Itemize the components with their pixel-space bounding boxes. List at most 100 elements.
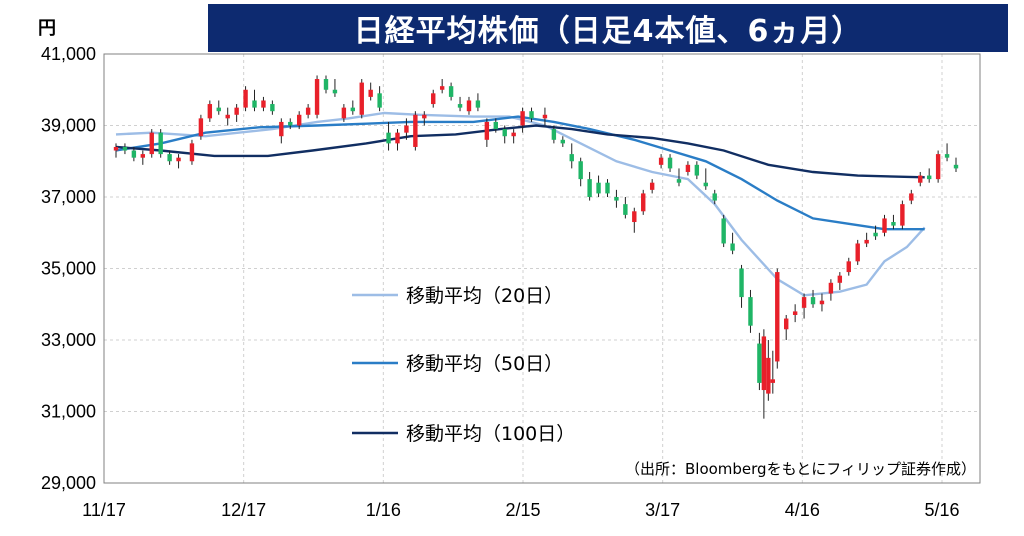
candle-body	[846, 261, 851, 273]
candle-body	[395, 132, 400, 144]
candlesticks	[113, 75, 959, 419]
candle-body	[891, 222, 896, 226]
candle-body	[569, 154, 574, 162]
candle-body	[926, 175, 932, 180]
legend-label-3: 移動平均（100日）	[406, 423, 575, 445]
candle-body	[614, 197, 619, 201]
candle-body	[439, 86, 445, 90]
x-tick-label: 2/15	[505, 500, 540, 520]
candle-body	[739, 268, 744, 298]
candle-body	[149, 132, 154, 155]
x-tick-label: 5/16	[924, 500, 959, 520]
candle-body	[578, 161, 583, 180]
candle-body	[757, 343, 762, 383]
candle-body	[873, 232, 878, 237]
candle-body	[676, 179, 682, 183]
candle-body	[542, 114, 548, 119]
candle-body	[623, 204, 628, 215]
series-line-2	[115, 115, 925, 231]
candle-body	[658, 157, 664, 165]
candle-body	[551, 129, 557, 140]
y-tick-label: 39,000	[41, 116, 96, 136]
candle-body	[448, 86, 454, 97]
candle-body	[234, 107, 239, 115]
candle-body	[784, 318, 789, 330]
candle-body	[712, 193, 717, 201]
candle-body	[730, 243, 735, 251]
candle-body	[296, 114, 302, 126]
candle-body	[261, 100, 266, 108]
candle-body	[900, 204, 905, 226]
candle-body	[122, 146, 128, 151]
candle-body	[475, 100, 481, 108]
candle-body	[207, 104, 213, 119]
candle-body	[810, 297, 816, 305]
candle-body	[422, 114, 427, 119]
candle-body	[761, 336, 767, 391]
candle-body	[484, 121, 490, 140]
candle-body	[413, 114, 418, 147]
x-tick-label: 3/17	[645, 500, 680, 520]
candle-body	[694, 164, 700, 176]
candle-body	[314, 79, 320, 115]
candle-body	[703, 182, 708, 187]
candle-body	[801, 297, 807, 308]
candle-body	[189, 143, 195, 162]
candle-body	[288, 121, 293, 126]
y-tick-label: 33,000	[41, 330, 96, 350]
x-tick-label: 1/16	[366, 500, 401, 520]
candle-body	[198, 118, 204, 137]
candle-body	[587, 179, 592, 197]
candle-body	[431, 93, 436, 105]
x-tick-label: 11/17	[82, 500, 126, 520]
series-line-3	[115, 124, 925, 179]
candle-body	[466, 100, 472, 112]
candle-body	[502, 129, 507, 137]
candle-body	[649, 182, 655, 190]
y-tick-label: 41,000	[41, 44, 96, 64]
candle-body	[721, 218, 726, 244]
legend-label-2: 移動平均（50日）	[406, 353, 563, 375]
chart-title: 日経平均株価（日足4本値、6ヵ月）	[208, 4, 1008, 52]
candle-body	[909, 193, 914, 201]
series-line-1	[115, 111, 926, 297]
candle-body	[560, 139, 566, 144]
candle-body	[332, 89, 338, 94]
candle-body	[641, 193, 646, 212]
candle-body	[748, 297, 753, 326]
candle-body	[368, 89, 373, 97]
candle-body	[113, 146, 119, 151]
candle-body	[828, 282, 834, 294]
candle-body	[605, 182, 610, 194]
candle-body	[935, 154, 941, 180]
candle-body	[493, 121, 498, 130]
plot-area	[103, 53, 981, 484]
candle-body	[158, 132, 163, 155]
candle-body	[252, 100, 257, 108]
candle-body	[667, 157, 673, 169]
candle-body	[685, 164, 691, 172]
x-tick-label: 4/16	[785, 500, 820, 520]
candle-body	[457, 104, 463, 108]
candle-body	[225, 114, 230, 119]
candle-body	[944, 154, 950, 158]
candle-body	[770, 379, 776, 383]
source-note: （出所：Bloombergをもとにフィリップ証券作成）	[625, 460, 976, 478]
candle-body	[323, 79, 329, 90]
legend: 移動平均（20日） 移動平均（50日） 移動平均（100日）	[352, 285, 575, 445]
candle-body	[350, 107, 356, 112]
candle-body	[520, 111, 525, 126]
candle-body	[243, 89, 248, 108]
moving-average-lines	[115, 111, 926, 297]
candle-body	[775, 272, 780, 362]
candle-body	[131, 150, 137, 158]
y-tick-label: 37,000	[41, 187, 96, 207]
x-tick-label: 12/17	[221, 500, 266, 520]
candle-body	[305, 107, 311, 115]
candle-body	[341, 107, 347, 119]
x-axis: 11/17 12/17 1/16 2/15 3/17 4/16 5/16	[82, 500, 959, 520]
candle-body	[596, 182, 601, 194]
candle-body	[766, 357, 771, 394]
